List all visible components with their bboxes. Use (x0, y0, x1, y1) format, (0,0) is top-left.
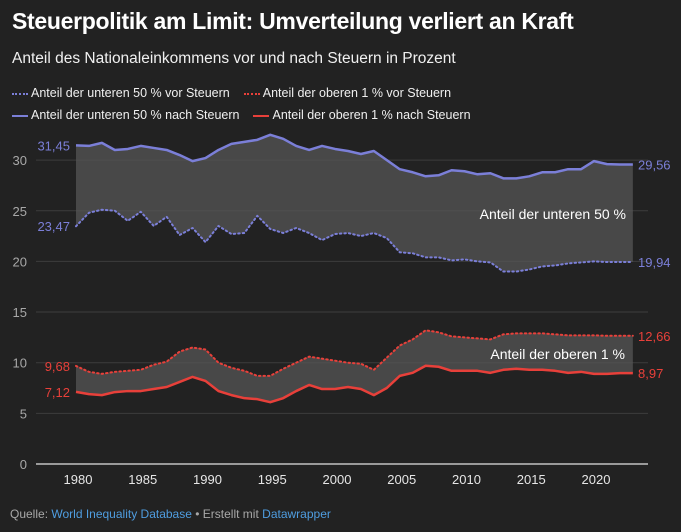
start-value-label: 31,45 (37, 138, 70, 153)
end-value-label: 19,94 (638, 255, 671, 270)
start-value-label: 9,68 (45, 359, 70, 374)
line-bottom50-post (75, 133, 633, 180)
legend-item-top1-pre: Anteil der oberen 1 % vor Steuern (243, 82, 452, 104)
legend-item-bottom50-post: Anteil der unteren 50 % nach Steuern (12, 104, 239, 126)
legend-item-bottom50-pre: Anteil der unteren 50 % vor Steuern (12, 82, 230, 104)
datawrapper-link[interactable]: Datawrapper (262, 507, 331, 521)
x-tick-label: 1980 (64, 472, 93, 487)
x-tick-label: 2000 (323, 472, 352, 487)
x-tick-label: 1985 (128, 472, 157, 487)
legend-item-top1-post: Anteil der oberen 1 % nach Steuern (253, 104, 471, 126)
legend-label: Anteil der oberen 1 % vor Steuern (262, 86, 452, 100)
band-top1 (76, 330, 633, 403)
y-tick-label: 15 (13, 305, 27, 320)
line-top1-post (75, 364, 633, 404)
made-with-label: Erstellt mit (202, 507, 259, 521)
footer: Quelle: World Inequality Database • Erst… (10, 507, 331, 521)
start-value-label: 23,47 (37, 219, 70, 234)
source-link[interactable]: World Inequality Database (51, 507, 192, 521)
x-tick-label: 2020 (582, 472, 611, 487)
x-tick-label: 1995 (258, 472, 287, 487)
legend-swatch (12, 114, 28, 117)
legend-label: Anteil der unteren 50 % nach Steuern (31, 108, 240, 122)
legend-swatch (253, 114, 270, 117)
chart-title: Steuerpolitik am Limit: Umverteilung ver… (12, 8, 574, 34)
source-label: Quelle: (10, 507, 49, 521)
legend-swatch (12, 92, 28, 95)
chart-subtitle: Anteil des Nationaleinkommens vor und na… (12, 50, 456, 67)
x-tick-label: 1990 (193, 472, 222, 487)
y-tick-label: 25 (13, 204, 27, 219)
y-tick-label: 20 (13, 254, 27, 269)
y-tick-label: 0 (20, 457, 27, 472)
x-tick-label: 2015 (517, 472, 546, 487)
y-tick-label: 30 (13, 153, 27, 168)
separator: • (195, 507, 200, 521)
annotation-bottom50: Anteil der unteren 50 % (480, 206, 626, 222)
legend-label: Anteil der unteren 50 % vor Steuern (31, 86, 230, 100)
line-top1-pre (75, 329, 634, 377)
x-tick-label: 2010 (452, 472, 481, 487)
band-bottom50 (76, 134, 633, 272)
line-bottom50-pre (75, 208, 634, 273)
annotation-top1: Anteil der oberen 1 % (490, 346, 625, 362)
y-tick-label: 5 (20, 406, 27, 421)
end-value-label: 12,66 (638, 329, 671, 344)
legend-label: Anteil der oberen 1 % nach Steuern (272, 108, 471, 122)
x-tick-label: 2005 (387, 472, 416, 487)
y-tick-label: 10 (13, 356, 27, 371)
legend: Anteil der unteren 50 % vor Steuern Antei… (12, 82, 681, 126)
legend-swatch (243, 92, 260, 95)
start-value-label: 7,12 (45, 385, 70, 400)
end-value-label: 8,97 (638, 366, 663, 381)
end-value-label: 29,56 (638, 158, 671, 173)
